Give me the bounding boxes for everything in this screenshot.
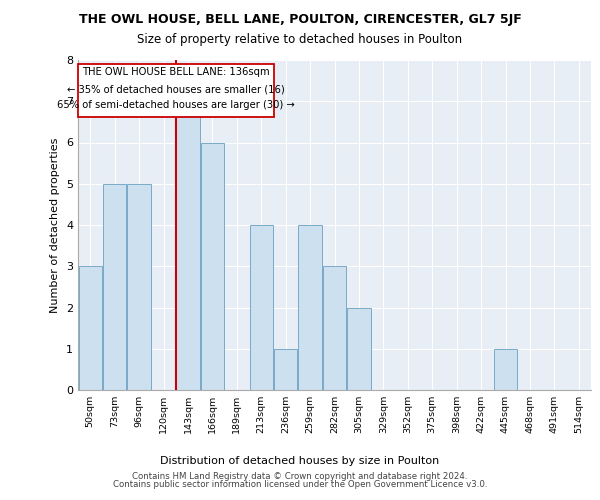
Text: Contains public sector information licensed under the Open Government Licence v3: Contains public sector information licen… (113, 480, 487, 489)
Text: THE OWL HOUSE, BELL LANE, POULTON, CIRENCESTER, GL7 5JF: THE OWL HOUSE, BELL LANE, POULTON, CIREN… (79, 12, 521, 26)
Text: Size of property relative to detached houses in Poulton: Size of property relative to detached ho… (137, 32, 463, 46)
Text: THE OWL HOUSE BELL LANE: 136sqm: THE OWL HOUSE BELL LANE: 136sqm (82, 67, 270, 77)
Bar (274, 349, 297, 390)
Bar (176, 101, 200, 390)
FancyBboxPatch shape (79, 64, 274, 117)
Bar (79, 266, 102, 390)
Bar (494, 349, 517, 390)
Text: ← 35% of detached houses are smaller (16): ← 35% of detached houses are smaller (16… (67, 84, 285, 95)
Bar (347, 308, 371, 390)
Bar (127, 184, 151, 390)
Text: Distribution of detached houses by size in Poulton: Distribution of detached houses by size … (160, 456, 440, 466)
Bar (323, 266, 346, 390)
Text: Contains HM Land Registry data © Crown copyright and database right 2024.: Contains HM Land Registry data © Crown c… (132, 472, 468, 481)
Bar (201, 142, 224, 390)
Y-axis label: Number of detached properties: Number of detached properties (50, 138, 61, 312)
Text: 65% of semi-detached houses are larger (30) →: 65% of semi-detached houses are larger (… (58, 100, 295, 110)
Bar (298, 225, 322, 390)
Bar (250, 225, 273, 390)
Bar (103, 184, 126, 390)
